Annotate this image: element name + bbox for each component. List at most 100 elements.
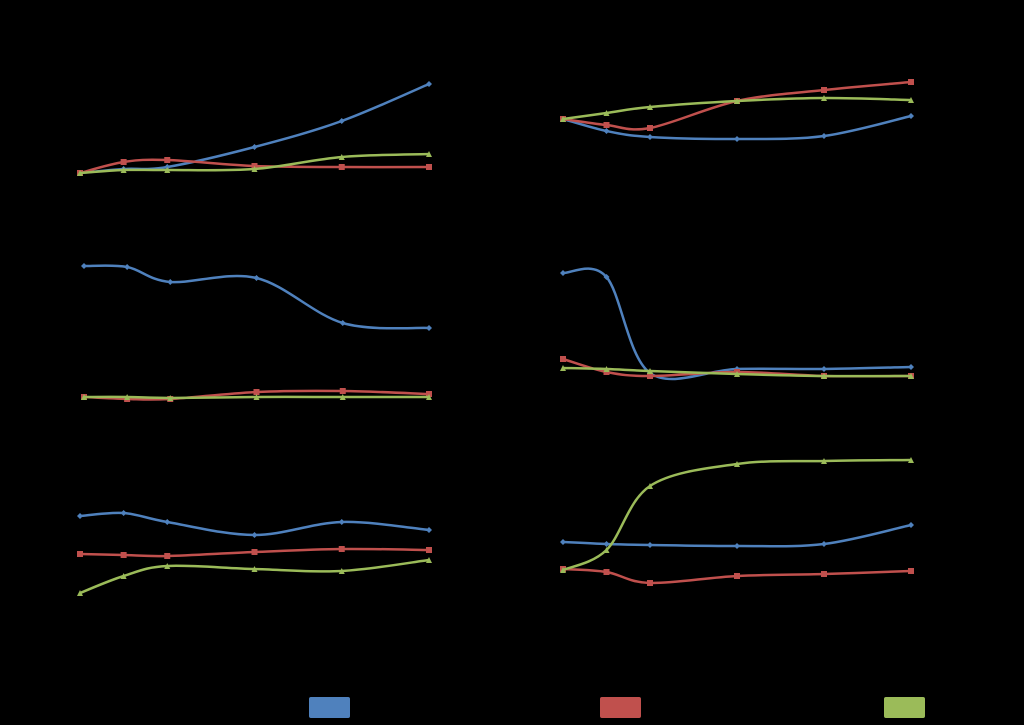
marker — [734, 573, 740, 579]
marker — [426, 151, 432, 157]
marker — [821, 95, 827, 101]
marker — [81, 394, 87, 400]
marker — [908, 373, 914, 379]
series-line — [79, 82, 430, 175]
marker — [603, 366, 610, 372]
marker — [120, 573, 127, 579]
series-line — [83, 264, 430, 330]
marker — [77, 170, 83, 176]
marker — [560, 539, 566, 545]
marker — [603, 122, 610, 128]
marker — [124, 264, 131, 270]
marker — [603, 274, 610, 280]
marker — [339, 394, 346, 400]
marker — [251, 532, 258, 538]
marker — [77, 513, 83, 519]
marker — [821, 458, 827, 464]
marker — [603, 541, 610, 547]
marker — [821, 541, 827, 547]
marker — [821, 373, 827, 379]
marker — [120, 167, 127, 173]
marker — [164, 563, 171, 569]
series-line — [562, 80, 912, 131]
marker — [338, 568, 345, 574]
marker — [647, 483, 653, 489]
marker — [253, 275, 260, 281]
series-line — [79, 558, 430, 595]
series-line — [562, 458, 912, 572]
marker — [253, 389, 260, 395]
marker — [647, 104, 653, 110]
marker — [647, 542, 653, 548]
marker — [77, 551, 83, 557]
marker — [338, 519, 345, 525]
marker — [251, 549, 258, 555]
legend-swatch — [309, 697, 350, 718]
marker — [821, 87, 827, 93]
marker — [164, 167, 171, 173]
marker — [164, 519, 171, 525]
marker — [426, 164, 432, 170]
marker — [647, 368, 653, 374]
marker — [560, 365, 566, 371]
marker — [338, 154, 345, 160]
marker — [124, 394, 131, 400]
marker — [908, 457, 914, 463]
series-line — [562, 267, 912, 381]
marker — [603, 547, 610, 553]
marker — [251, 144, 258, 150]
marker — [426, 325, 432, 331]
marker — [908, 522, 914, 528]
series-line — [79, 511, 430, 537]
marker — [338, 118, 345, 124]
marker — [164, 553, 171, 559]
legend-swatch — [884, 697, 925, 718]
marker — [560, 116, 566, 122]
marker — [908, 97, 914, 103]
marker — [821, 133, 827, 139]
marker — [734, 98, 740, 104]
marker — [253, 394, 260, 400]
marker — [908, 113, 914, 119]
marker — [647, 125, 653, 131]
marker — [338, 546, 345, 552]
marker — [734, 136, 740, 142]
marker — [647, 134, 653, 140]
marker — [167, 395, 174, 401]
marker — [560, 567, 566, 573]
marker — [908, 79, 914, 85]
marker — [734, 543, 740, 549]
legend-swatch — [600, 697, 641, 718]
marker — [603, 128, 610, 134]
marker — [603, 569, 610, 575]
marker — [426, 557, 432, 563]
marker — [120, 510, 127, 516]
marker — [120, 552, 127, 558]
marker — [647, 373, 653, 379]
marker — [603, 110, 610, 116]
marker — [339, 388, 346, 394]
marker — [426, 81, 432, 87]
marker — [120, 159, 127, 165]
marker — [647, 580, 653, 586]
marker — [560, 356, 566, 362]
marker — [164, 157, 171, 163]
marker — [908, 568, 914, 574]
marker — [821, 571, 827, 577]
marker — [339, 320, 346, 326]
marker — [338, 164, 345, 170]
marker — [77, 590, 83, 596]
marker — [821, 366, 827, 372]
marker — [426, 394, 432, 400]
marker — [426, 547, 432, 553]
marker — [560, 270, 566, 276]
marker — [426, 527, 432, 533]
marker — [251, 166, 258, 172]
marker — [81, 263, 87, 269]
marker — [908, 364, 914, 370]
marker — [734, 461, 740, 467]
marker — [734, 371, 740, 377]
marker — [167, 279, 174, 285]
